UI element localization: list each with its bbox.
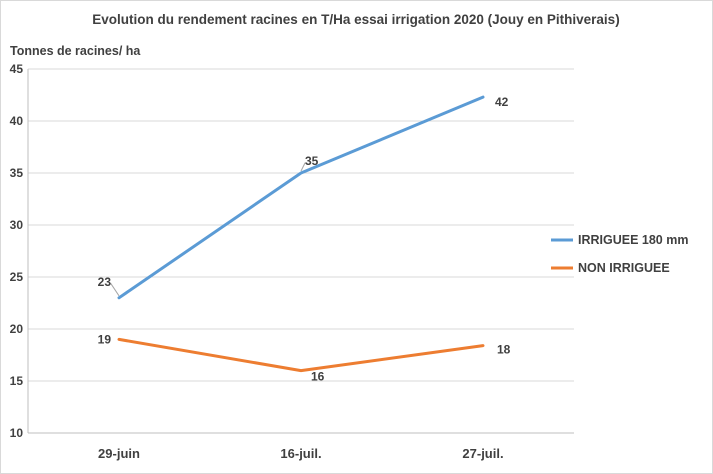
y-tick-label: 45 <box>10 62 24 76</box>
y-tick-label: 20 <box>10 322 24 336</box>
y-tick-label: 15 <box>10 374 24 388</box>
leader-line <box>300 162 307 172</box>
x-tick-label: 29-juin <box>98 446 140 461</box>
x-tick-label: 27-juil. <box>462 446 503 461</box>
y-tick-label: 10 <box>10 426 24 440</box>
data-label: 16 <box>311 370 325 384</box>
data-label: 18 <box>497 343 511 357</box>
y-tick-label: 25 <box>10 270 24 284</box>
legend-label-irriguee: IRRIGUEE 180 mm <box>578 233 688 247</box>
data-label: 35 <box>305 154 319 168</box>
leader-line <box>109 283 120 297</box>
y-tick-label: 40 <box>10 114 24 128</box>
series-lines <box>117 95 485 373</box>
legend-label-non-irriguee: NON IRRIGUEE <box>578 261 670 275</box>
y-tick-label: 30 <box>10 218 24 232</box>
chart-title: Evolution du rendement racines en T/Ha e… <box>92 12 619 27</box>
y-tick-label: 35 <box>10 166 24 180</box>
data-label: 23 <box>98 275 112 289</box>
y-axis-label: Tonnes de racines/ ha <box>10 44 141 58</box>
x-tick-label: 16-juil. <box>280 446 321 461</box>
data-labels: 23 35 42 19 16 18 <box>98 95 511 384</box>
series-line-non-irriguee <box>117 337 485 373</box>
series-line-irriguee <box>117 95 485 300</box>
data-label: 42 <box>495 95 509 109</box>
legend: IRRIGUEE 180 mm NON IRRIGUEE <box>551 233 688 275</box>
axes: 10 15 20 25 30 35 40 45 29-juin 16-juil. 27-juil. <box>10 62 574 461</box>
data-label: 19 <box>98 332 112 346</box>
